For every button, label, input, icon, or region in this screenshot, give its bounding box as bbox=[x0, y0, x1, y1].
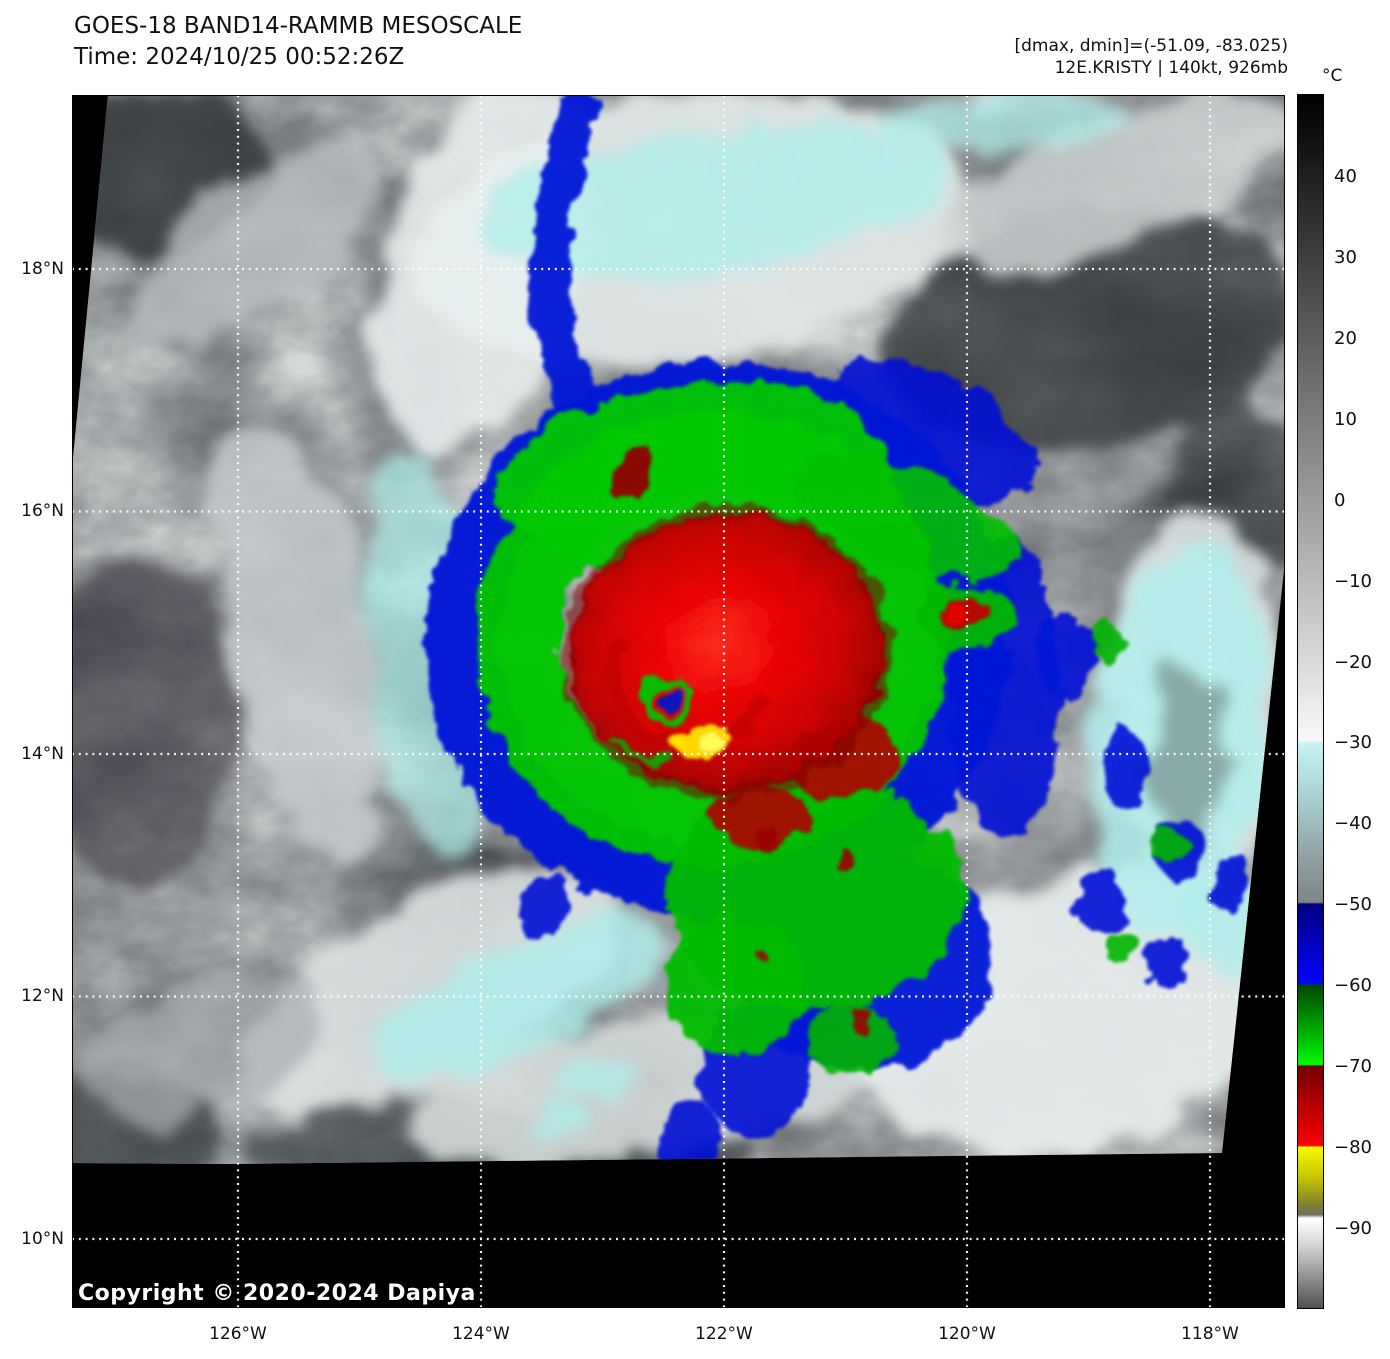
lon-tick-122w: 122°W bbox=[695, 1324, 753, 1344]
lon-tick-118w: 118°W bbox=[1181, 1324, 1239, 1344]
copyright-watermark: Copyright © 2020-2024 Dapiya bbox=[78, 1281, 476, 1306]
satellite-image bbox=[72, 95, 1285, 1308]
cbar-tick-m20: −20 bbox=[1334, 652, 1372, 673]
cbar-tick-m80: −80 bbox=[1334, 1137, 1372, 1158]
colorbar-unit-label: °C bbox=[1322, 66, 1343, 86]
cbar-tick-m40: −40 bbox=[1334, 813, 1372, 834]
cbar-tick-40: 40 bbox=[1334, 166, 1357, 187]
product-title: GOES-18 BAND14-RAMMB MESOSCALE bbox=[74, 13, 523, 39]
map-plot-area: Copyright © 2020-2024 Dapiya bbox=[72, 95, 1285, 1308]
lat-tick-12n: 12°N bbox=[21, 986, 64, 1006]
lat-tick-18n: 18°N bbox=[21, 259, 64, 279]
temperature-colorbar bbox=[1297, 94, 1324, 1309]
dmax-dmin-readout: [dmax, dmin]=(-51.09, -83.025) bbox=[1014, 36, 1289, 56]
cbar-tick-m30: −30 bbox=[1334, 732, 1372, 753]
storm-info-readout: 12E.KRISTY | 140kt, 926mb bbox=[1054, 58, 1288, 78]
cbar-tick-10: 10 bbox=[1334, 409, 1357, 430]
data-swath bbox=[72, 95, 1285, 1164]
lon-tick-124w: 124°W bbox=[452, 1324, 510, 1344]
lat-tick-10n: 10°N bbox=[21, 1229, 64, 1249]
cbar-tick-m70: −70 bbox=[1334, 1056, 1372, 1077]
lon-tick-126w: 126°W bbox=[209, 1324, 267, 1344]
cbar-tick-30: 30 bbox=[1334, 247, 1357, 268]
cbar-tick-m90: −90 bbox=[1334, 1218, 1372, 1239]
cbar-tick-m10: −10 bbox=[1334, 571, 1372, 592]
cbar-tick-m60: −60 bbox=[1334, 975, 1372, 996]
cbar-tick-0: 0 bbox=[1334, 490, 1346, 511]
lat-tick-14n: 14°N bbox=[21, 744, 64, 764]
graticule bbox=[72, 95, 1285, 1308]
lat-tick-16n: 16°N bbox=[21, 501, 64, 521]
cbar-tick-20: 20 bbox=[1334, 328, 1357, 349]
product-timestamp: Time: 2024/10/25 00:52:26Z bbox=[74, 44, 405, 70]
cbar-tick-m50: −50 bbox=[1334, 894, 1372, 915]
lon-tick-120w: 120°W bbox=[938, 1324, 996, 1344]
